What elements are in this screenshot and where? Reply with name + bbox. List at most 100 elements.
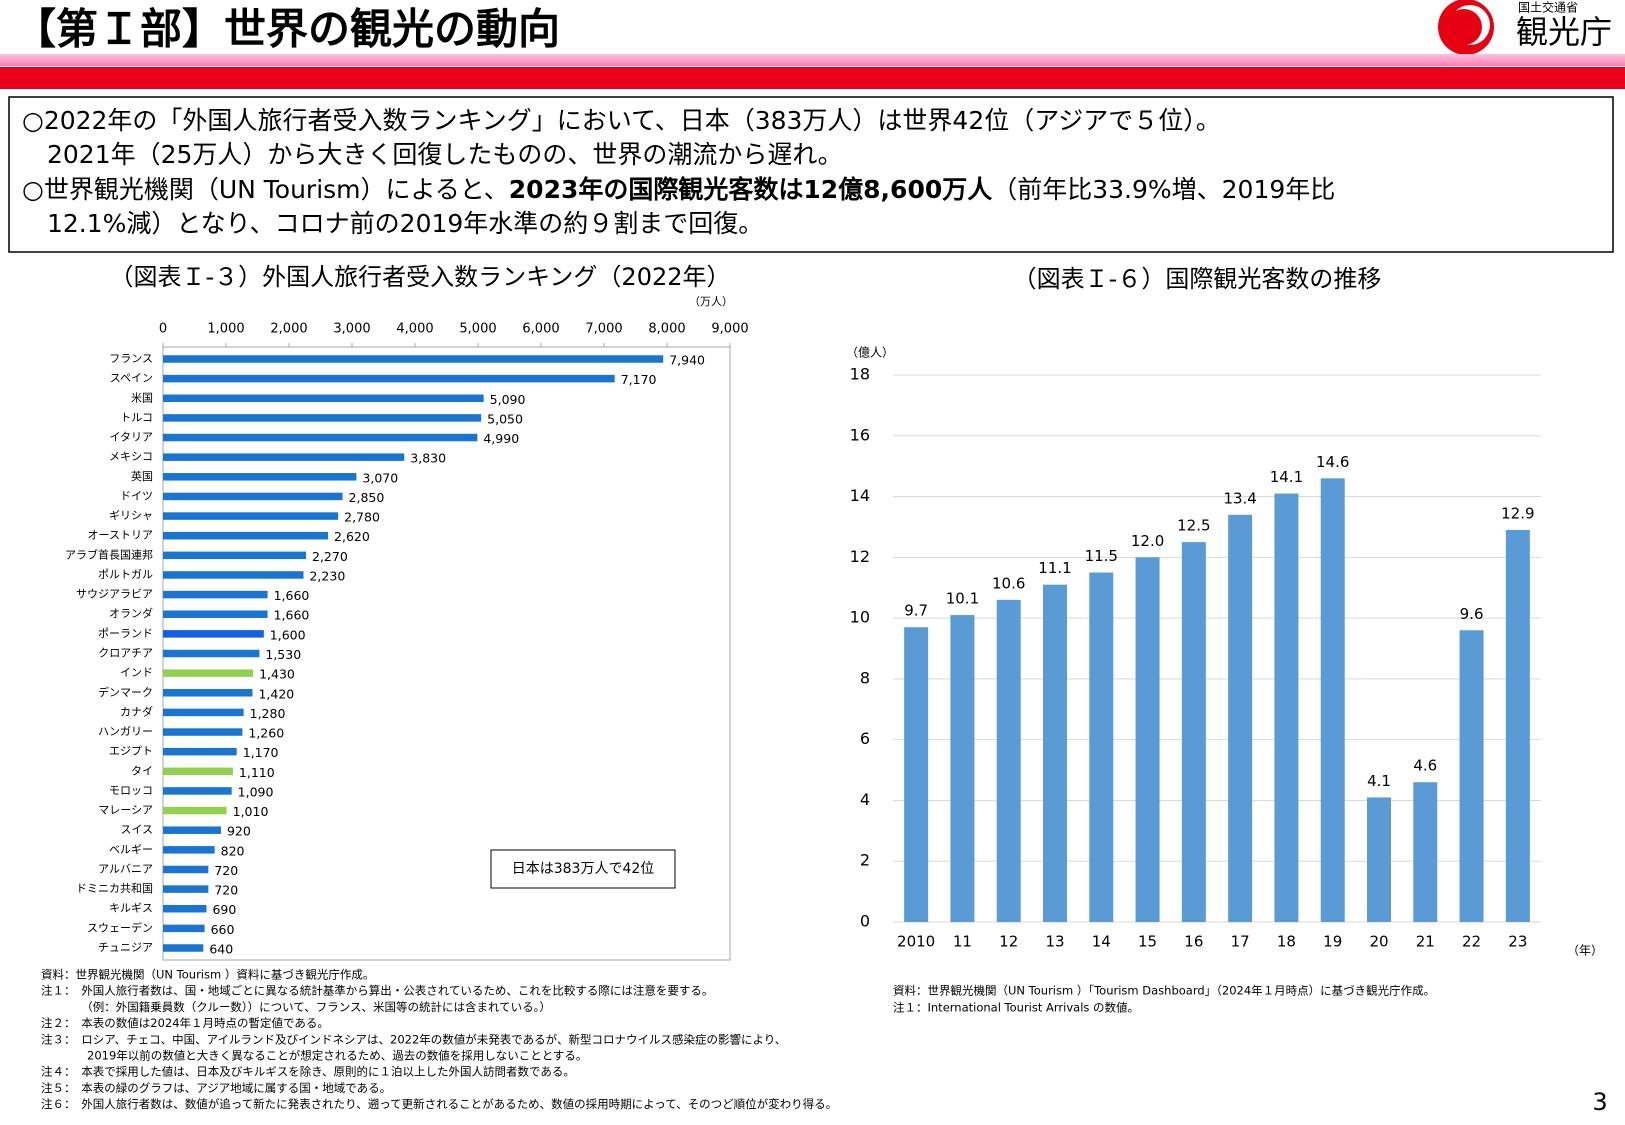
value-label: 640 [209, 942, 233, 957]
value-label: 12.9 [1501, 504, 1534, 522]
x-tick-label: 20 [1369, 933, 1388, 951]
x-tick-label: 6,000 [522, 322, 559, 337]
bar [163, 531, 329, 540]
x-tick-label: 19 [1323, 933, 1342, 951]
category-label: デンマーク [98, 685, 153, 699]
category-label: ギリシャ [109, 509, 153, 522]
value-label: 1,660 [274, 608, 310, 623]
bar [163, 492, 343, 501]
annotation: 日本は383万人で42位 [512, 861, 655, 877]
category-label: スペイン [110, 372, 153, 385]
category-label: スイス [120, 823, 153, 836]
value-label: 5,050 [487, 411, 523, 426]
logo-mark-core [1446, 9, 1482, 45]
summary-line: 2021年（25万人）から大きく回復したものの、世界の潮流から遅れ。 [22, 140, 843, 169]
summary-text: （前年比33.9%増、2019年比 [992, 175, 1335, 204]
bar [163, 355, 664, 363]
value-label: 720 [214, 863, 238, 878]
bar [163, 885, 209, 893]
y-tick-label: 10 [850, 608, 870, 627]
value-label: 1,660 [274, 588, 310, 603]
value-label: 1,170 [243, 745, 279, 760]
bar [1089, 572, 1114, 922]
y-tick-label: 6 [860, 729, 870, 748]
x-tick-label: 15 [1138, 933, 1157, 951]
bar [904, 627, 929, 922]
bar [163, 669, 254, 677]
value-label: 2,620 [334, 529, 370, 544]
x-tick-label: 12 [999, 933, 1018, 951]
value-label: 10.1 [946, 590, 979, 608]
bar [163, 433, 478, 442]
category-label: 英国 [131, 469, 153, 483]
x-tick-label: 22 [1462, 933, 1481, 951]
value-label: 11.1 [1038, 559, 1071, 577]
x-tick-label: 13 [1045, 933, 1064, 951]
category-label: アラブ首長国連邦 [65, 547, 153, 561]
category-label: ハンガリー [98, 725, 153, 738]
chart-title: （図表Ｉ-３）外国人旅行者受入数ランキング（2022年） [109, 263, 730, 291]
header-band-pink [0, 54, 1625, 66]
x-tick-label: 0 [159, 322, 167, 337]
value-label: 1,260 [248, 726, 284, 741]
bar [950, 615, 975, 922]
value-label: 2,270 [312, 549, 348, 564]
x-tick-label: 2,000 [270, 322, 307, 337]
category-label: トルコ [120, 411, 153, 424]
bar [1505, 529, 1530, 922]
bar [163, 414, 482, 422]
bar [163, 394, 484, 403]
category-label: ベルギー [109, 843, 153, 856]
bar [996, 599, 1021, 922]
x-tick-label: 3,000 [333, 322, 370, 337]
note: 注１： 外国人旅行者数は、国・地域ごとに異なる統計基準から算出・公表されているた… [41, 984, 713, 998]
value-label: 5,090 [490, 392, 526, 407]
summary-box [8, 96, 1614, 253]
bar [1228, 514, 1253, 922]
bar [1367, 797, 1391, 922]
summary-text: ○2022年の「外国人旅行者受入数ランキング」において、日本（383万人）は世界… [22, 106, 1221, 135]
bar [163, 571, 304, 579]
category-label: フランス [109, 352, 153, 365]
bar [163, 846, 215, 854]
bar [1320, 478, 1345, 922]
note: 資料：世界観光機関（UN Tourism ）「Tourism Dashboard… [893, 984, 1435, 998]
y-tick-label: 12 [850, 547, 870, 566]
bar [163, 689, 253, 697]
x-tick-label: 17 [1231, 933, 1250, 951]
category-label: モロッコ [109, 784, 153, 797]
value-label: 1,280 [250, 706, 286, 721]
x-tick-label: 2010 [897, 933, 935, 951]
x-axis-unit: （年） [1567, 944, 1603, 958]
annotation-box [490, 849, 676, 889]
value-label: 720 [214, 883, 238, 898]
bar [163, 551, 307, 560]
value-label: 1,420 [258, 686, 294, 701]
value-label: 9.7 [904, 602, 928, 620]
category-label: ポルトガル [98, 568, 153, 581]
category-label: イタリア [109, 431, 153, 444]
value-label: 7,940 [669, 353, 705, 368]
category-label: メキシコ [109, 450, 153, 463]
value-label: 4,990 [483, 431, 519, 446]
logo-agency: 観光庁 [1516, 13, 1612, 51]
bar [163, 728, 243, 736]
value-label: 1,090 [238, 784, 274, 799]
bar [163, 944, 204, 952]
summary-line: ○世界観光機関（UN Tourism）によると、2023年の国際観光客数は12億… [22, 175, 1335, 204]
category-label: ドミニカ共和国 [76, 882, 153, 895]
value-label: 7,170 [621, 372, 657, 387]
value-label: 4.1 [1367, 772, 1391, 790]
bar [1274, 493, 1299, 922]
summary-text: 2021年（25万人）から大きく回復したものの、世界の潮流から遅れ。 [22, 140, 843, 169]
note: 注６： 外国人旅行者数は、数値が追って新たに発表されたり、遡って更新されることが… [41, 1097, 837, 1111]
slide-title: 【第Ｉ部】世界の観光の動向 [14, 5, 560, 54]
note: 注２： 本表の数値は2024年１月時点の暫定値である。 [41, 1016, 329, 1030]
note: 注４： 本表で採用した値は、日本及びキルギスを除き、原則的に１泊以上した外国人訪… [41, 1065, 575, 1079]
axis-unit: （億人） [846, 346, 894, 360]
x-tick-label: 11 [953, 933, 972, 951]
note: 注５： 本表の緑のグラフは、アジア地域に属する国・地域である。 [41, 1081, 391, 1095]
note: 2019年以前の数値と大きく異なることが想定されるため、過去の数値を採用しないこ… [41, 1049, 587, 1063]
logo-ministry: 国土交通省 [1518, 0, 1578, 15]
